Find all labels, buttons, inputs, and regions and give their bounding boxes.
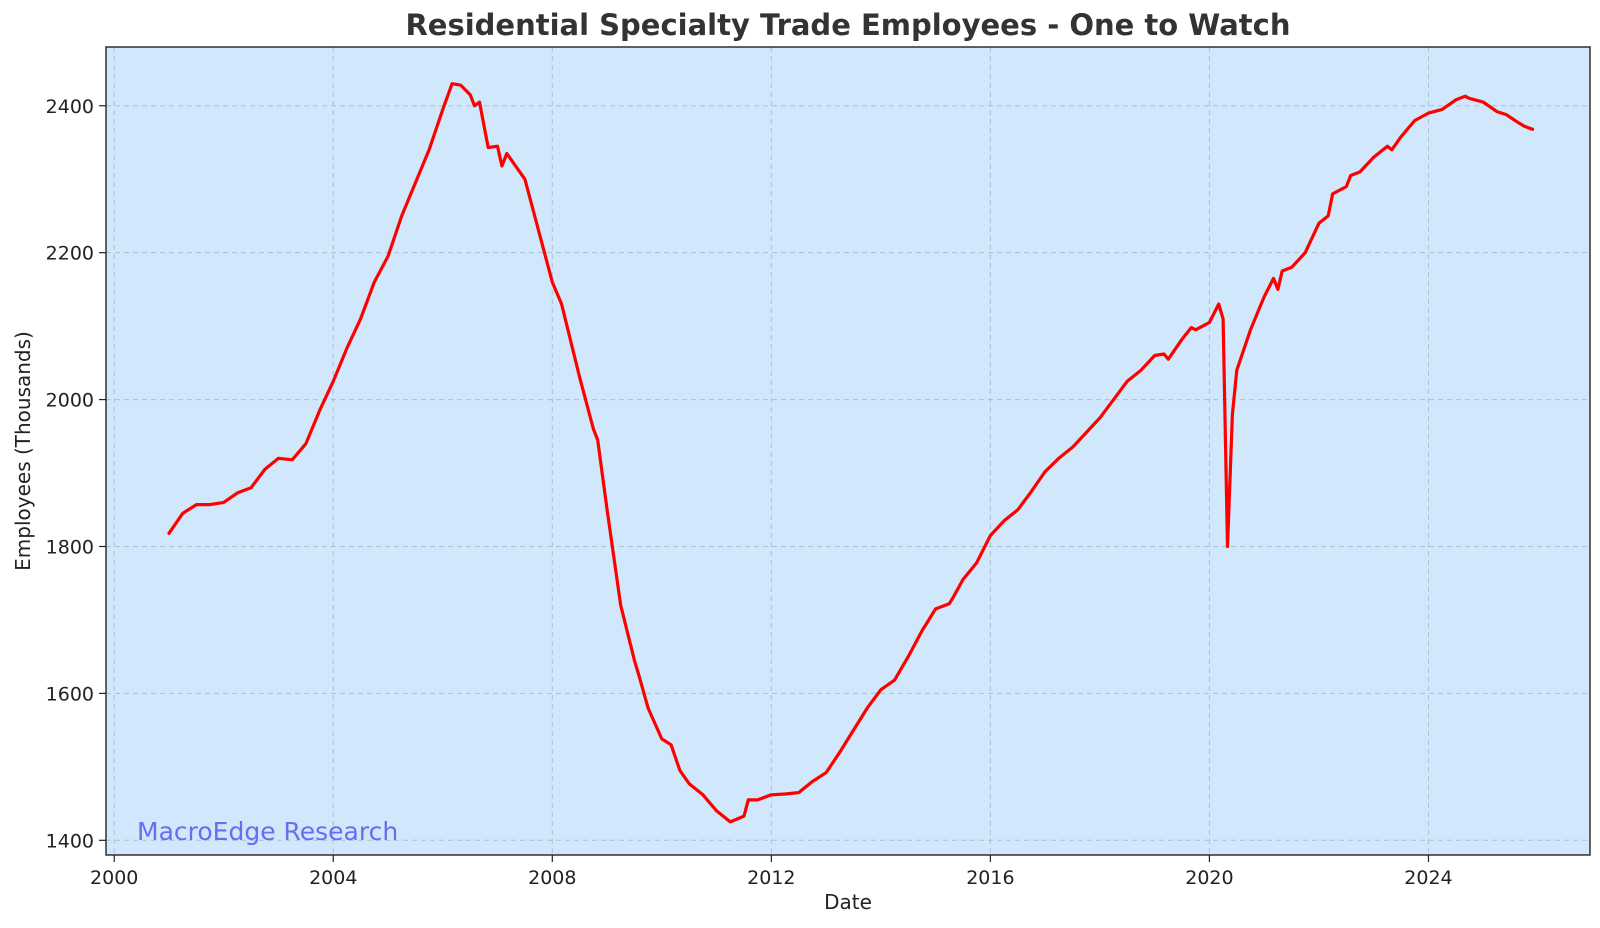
watermark: MacroEdge Research bbox=[137, 817, 398, 846]
y-tick-label: 1400 bbox=[46, 830, 94, 852]
x-tick-label: 2020 bbox=[1185, 867, 1233, 889]
y-tick-label: 2400 bbox=[46, 96, 94, 118]
plot-frame bbox=[105, 46, 1591, 856]
x-tick-label: 2012 bbox=[747, 867, 795, 889]
grid-lines bbox=[106, 47, 1590, 855]
y-axis-label: Employees (Thousands) bbox=[11, 331, 35, 571]
y-tick-label: 2200 bbox=[46, 243, 94, 265]
x-tick-label: 2000 bbox=[90, 867, 138, 889]
x-tick-label: 2024 bbox=[1404, 867, 1452, 889]
series-line bbox=[167, 82, 1535, 824]
plot-background bbox=[106, 47, 1590, 855]
x-axis-label: Date bbox=[824, 890, 872, 914]
chart-title: Residential Specialty Trade Employees - … bbox=[405, 8, 1290, 42]
y-tick-label: 1600 bbox=[46, 683, 94, 705]
x-tick-label: 2008 bbox=[528, 867, 576, 889]
y-tick-label: 2000 bbox=[46, 390, 94, 412]
x-axis: 2000 2004 2008 2012 2016 2020 2024 bbox=[90, 855, 1453, 889]
y-tick-label: 1800 bbox=[46, 536, 94, 558]
y-axis: 1400 1600 1800 2000 2200 2400 bbox=[46, 96, 106, 852]
x-tick-label: 2016 bbox=[966, 867, 1014, 889]
x-tick-label: 2004 bbox=[309, 867, 357, 889]
